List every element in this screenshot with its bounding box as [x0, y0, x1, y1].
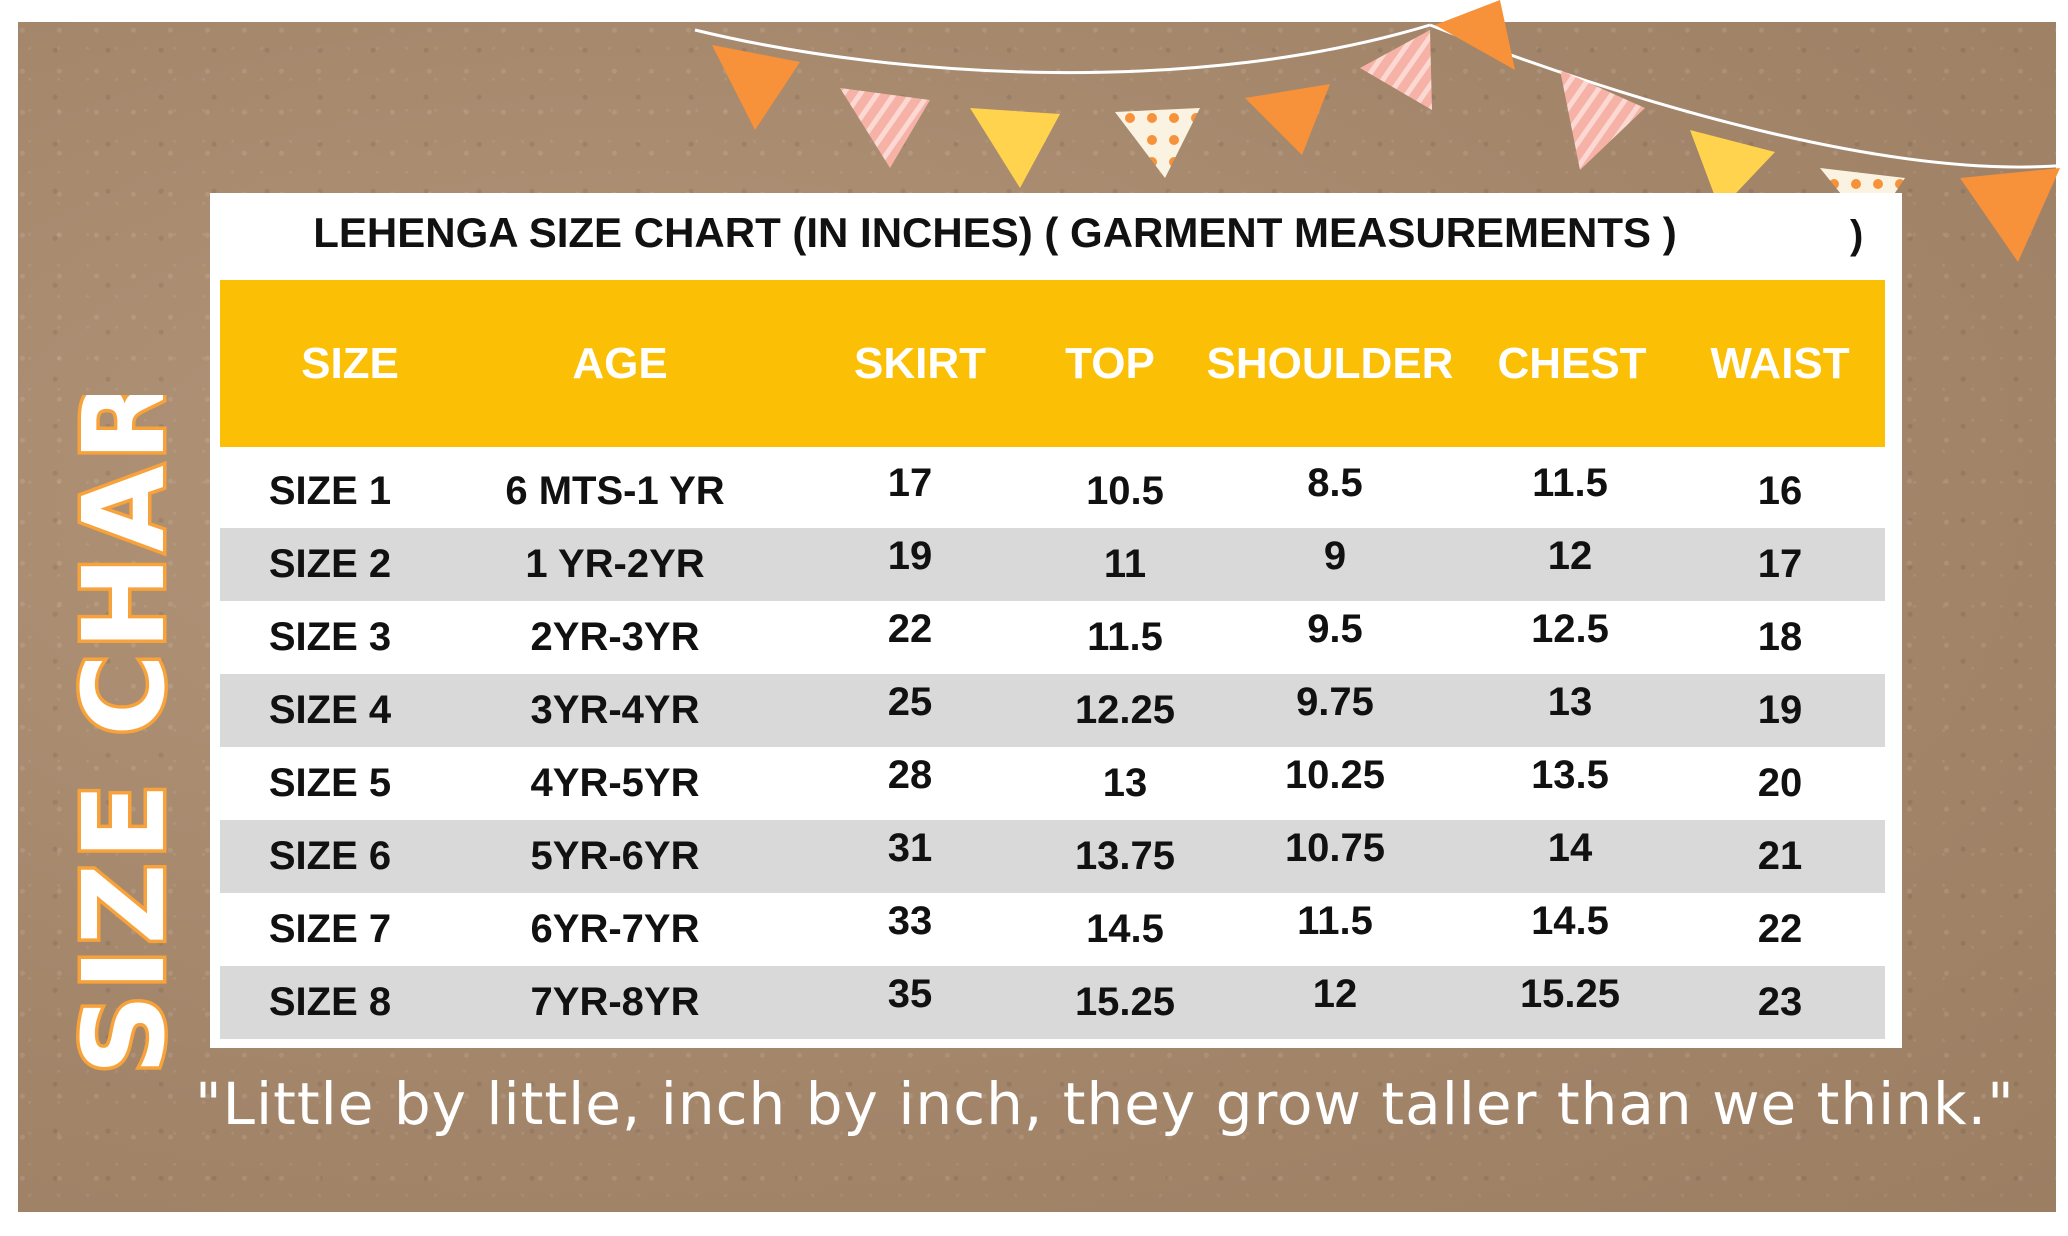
cell-shoulder: 9 — [1323, 534, 1347, 578]
cell-waist: 18 — [1757, 615, 1803, 659]
bunting-flag — [840, 88, 930, 168]
column-header-waist: WAIST — [1710, 339, 1850, 388]
bunting-garland-decoration — [694, 0, 2068, 262]
cell-skirt: 35 — [887, 972, 933, 1016]
cell-waist: 19 — [1757, 688, 1803, 732]
column-header-age: AGE — [572, 339, 668, 388]
cell-top: 15.25 — [1074, 980, 1176, 1024]
cell-skirt: 17 — [887, 461, 933, 505]
side-label-text: SIZE CHART — [60, 395, 190, 1075]
cell-age: 4YR-5YR — [530, 761, 700, 805]
table-row: SIZE 2 1 YR-2YR 19 11 9 12 17 — [220, 528, 1885, 601]
cell-chest: 12.5 — [1531, 607, 1609, 651]
cell-chest: 14.5 — [1531, 899, 1609, 943]
cell-skirt: 28 — [887, 753, 933, 797]
cell-top: 13 — [1102, 761, 1148, 805]
bunting-flags — [712, 0, 2060, 262]
cell-top: 13.75 — [1074, 834, 1176, 878]
column-header-skirt: SKIRT — [854, 339, 986, 388]
column-header-size: SIZE — [301, 339, 399, 388]
cell-size: SIZE 8 — [268, 980, 392, 1024]
cell-chest: 14 — [1547, 826, 1593, 870]
cell-age: 6 MTS-1 YR — [505, 469, 725, 513]
cell-age: 3YR-4YR — [530, 688, 700, 732]
cell-shoulder: 9.5 — [1307, 607, 1363, 651]
cell-size: SIZE 7 — [268, 907, 392, 951]
cell-waist: 20 — [1757, 761, 1803, 805]
column-header-top: TOP — [1065, 339, 1155, 388]
cell-top: 14.5 — [1086, 907, 1164, 951]
title-stray-paren: ) — [1850, 213, 1864, 257]
bunting-flag — [1560, 70, 1645, 170]
table-row: SIZE 1 6 MTS-1 YR 17 10.5 8.5 11.5 16 — [220, 455, 1885, 528]
cell-waist: 16 — [1757, 469, 1803, 513]
table-row: SIZE 6 5YR-6YR 31 13.75 10.75 14 21 — [220, 820, 1885, 893]
table-row: SIZE 5 4YR-5YR 28 13 10.25 13.5 20 — [220, 747, 1885, 820]
table-header: SIZE AGE SKIRT TOP SHOULDER CHEST WAIST — [220, 280, 1885, 447]
cell-skirt: 19 — [887, 534, 933, 578]
bunting-flag — [712, 45, 800, 130]
cell-shoulder: 12 — [1312, 972, 1358, 1016]
cell-age: 2YR-3YR — [530, 615, 700, 659]
cell-chest: 12 — [1547, 534, 1593, 578]
cell-top: 11.5 — [1087, 615, 1163, 659]
cell-size: SIZE 4 — [268, 688, 392, 732]
footer-quote: "Little by little, inch by inch, they gr… — [195, 1070, 2015, 1138]
cell-top: 11 — [1103, 542, 1147, 586]
cell-age: 5YR-6YR — [530, 834, 700, 878]
size-table: SIZE AGE SKIRT TOP SHOULDER CHEST WAIST … — [220, 280, 1885, 1039]
bunting-flag — [1245, 84, 1330, 155]
bunting-flag — [1115, 108, 1200, 178]
cell-age: 7YR-8YR — [530, 980, 700, 1024]
cell-shoulder: 10.75 — [1284, 826, 1386, 870]
size-chart-side-label: SIZE CHART — [57, 395, 194, 1079]
column-header-shoulder: SHOULDER — [1206, 339, 1454, 388]
chart-title: LEHENGA SIZE CHART (IN INCHES) ( GARMENT… — [313, 209, 1677, 256]
cell-size: SIZE 3 — [268, 615, 392, 659]
cell-skirt: 22 — [887, 607, 933, 651]
cell-chest: 11.5 — [1532, 461, 1608, 505]
cell-age: 1 YR-2YR — [525, 542, 705, 586]
cell-waist: 17 — [1757, 542, 1803, 586]
cell-chest: 13.5 — [1531, 753, 1609, 797]
cell-chest: 15.25 — [1519, 972, 1621, 1016]
cell-shoulder: 11.5 — [1297, 899, 1373, 943]
cell-chest: 13 — [1547, 680, 1593, 724]
cell-waist: 21 — [1757, 834, 1803, 878]
bunting-flag — [1360, 30, 1432, 110]
cell-size: SIZE 6 — [268, 834, 392, 878]
cell-size: SIZE 5 — [268, 761, 392, 805]
column-header-chest: CHEST — [1497, 339, 1647, 388]
cell-skirt: 25 — [887, 680, 933, 724]
table-row: SIZE 8 7YR-8YR 35 15.25 12 15.25 23 — [220, 966, 1885, 1039]
cell-waist: 23 — [1757, 980, 1803, 1024]
table-row: SIZE 4 3YR-4YR 25 12.25 9.75 13 19 — [220, 674, 1885, 747]
cell-size: SIZE 1 — [268, 469, 392, 513]
cell-shoulder: 10.25 — [1284, 753, 1386, 797]
cell-waist: 22 — [1757, 907, 1803, 951]
cell-top: 12.25 — [1074, 688, 1176, 732]
table-row: SIZE 3 2YR-3YR 22 11.5 9.5 12.5 18 — [220, 601, 1885, 674]
cell-top: 10.5 — [1086, 469, 1164, 513]
cell-age: 6YR-7YR — [530, 907, 700, 951]
bunting-flag — [1435, 0, 1515, 70]
size-chart-card: LEHENGA SIZE CHART (IN INCHES) ( GARMENT… — [210, 193, 1902, 1048]
cell-size: SIZE 2 — [268, 542, 392, 586]
bunting-flag — [1690, 130, 1775, 210]
table-row: SIZE 7 6YR-7YR 33 14.5 11.5 14.5 22 — [220, 893, 1885, 966]
cell-skirt: 33 — [887, 899, 933, 943]
cell-shoulder: 8.5 — [1307, 461, 1363, 505]
cell-shoulder: 9.75 — [1296, 680, 1374, 724]
cell-skirt: 31 — [887, 826, 933, 870]
bunting-flag — [970, 108, 1060, 188]
bunting-flag — [1960, 168, 2060, 262]
